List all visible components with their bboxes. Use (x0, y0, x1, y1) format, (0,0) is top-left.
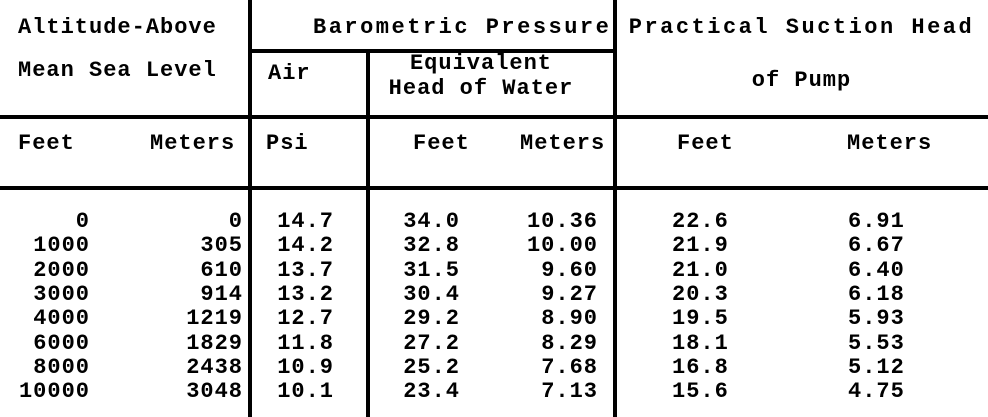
cell-head-feet: 25.2 (403, 354, 460, 380)
table-row: 2000 610 13.7 31.5 9.60 21.0 6.40 (0, 257, 988, 283)
cell-altitude-meters: 0 (228, 209, 243, 234)
cell-head-feet: 31.5 (403, 257, 460, 283)
cell-altitude-feet: 4000 (33, 306, 90, 332)
column-header-suction-feet: Feet (677, 131, 734, 156)
column-header-head-feet: Feet (413, 131, 470, 156)
cell-head-meters: 10.36 (526, 209, 598, 234)
equivalent-head-subheader: Equivalent Head of Water (357, 51, 605, 101)
cell-altitude-meters: 305 (200, 233, 243, 259)
cell-altitude-meters: 610 (200, 257, 243, 283)
table-row: 10000 3048 10.1 23.4 7.13 15.6 4.75 (0, 380, 988, 404)
cell-suction-meters: 6.18 (848, 281, 905, 307)
table-row: 6000 1829 11.8 27.2 8.29 18.1 5.53 (0, 330, 988, 356)
cell-suction-feet: 19.5 (672, 306, 729, 332)
cell-suction-feet: 21.0 (672, 257, 729, 283)
altitude-group-header-line1: Altitude-Above (18, 15, 217, 40)
cell-suction-meters: 4.75 (848, 379, 905, 405)
cell-head-meters: 10.00 (526, 233, 598, 259)
cell-suction-meters: 5.93 (848, 306, 905, 332)
equivalent-head-subheader-line1: Equivalent (409, 51, 553, 76)
barometric-group-header: Barometric Pressure (313, 15, 612, 40)
cell-head-meters: 8.90 (541, 306, 598, 332)
cell-suction-feet: 15.6 (672, 379, 729, 405)
cell-head-feet: 34.0 (403, 209, 460, 234)
cell-altitude-meters: 1829 (186, 330, 243, 356)
suction-group-header-line2: of Pump (751, 68, 852, 93)
cell-psi: 14.7 (277, 209, 334, 234)
table-row: 8000 2438 10.9 25.2 7.68 16.8 5.12 (0, 354, 988, 380)
column-header-altitude-feet: Feet (18, 131, 75, 156)
column-header-altitude-meters: Meters (150, 131, 236, 156)
cell-suction-feet: 18.1 (672, 330, 729, 356)
cell-head-meters: 9.27 (541, 281, 598, 307)
cell-altitude-feet: 8000 (33, 354, 90, 380)
horizontal-rule-under-barometric (248, 49, 617, 53)
horizontal-rule-under-group-headers (0, 115, 988, 119)
cell-suction-meters: 6.67 (848, 233, 905, 259)
cell-suction-feet: 21.9 (672, 233, 729, 259)
cell-altitude-feet: 1000 (33, 233, 90, 259)
cell-psi: 14.2 (277, 233, 334, 259)
table-row: 3000 914 13.2 30.4 9.27 20.3 6.18 (0, 281, 988, 307)
cell-head-feet: 27.2 (403, 330, 460, 356)
column-header-suction-meters: Meters (847, 131, 933, 156)
cell-head-feet: 30.4 (403, 281, 460, 307)
cell-head-feet: 23.4 (403, 379, 460, 405)
column-header-psi: Psi (266, 131, 309, 156)
cell-psi: 10.1 (277, 379, 334, 405)
vertical-rule-barometric-suction (613, 0, 617, 417)
cell-psi: 13.2 (277, 281, 334, 307)
cell-altitude-feet: 0 (75, 209, 90, 234)
cell-altitude-feet: 3000 (33, 281, 90, 307)
cell-head-meters: 8.29 (541, 330, 598, 356)
cell-psi: 10.9 (277, 354, 334, 380)
suction-group-header-line1: Practical Suction Head (628, 15, 975, 40)
cell-suction-feet: 20.3 (672, 281, 729, 307)
table-row: 0 0 14.7 34.0 10.36 22.6 6.91 (0, 210, 988, 234)
cell-head-feet: 32.8 (403, 233, 460, 259)
cell-suction-meters: 6.40 (848, 257, 905, 283)
cell-head-meters: 7.68 (541, 354, 598, 380)
cell-altitude-meters: 3048 (186, 379, 243, 405)
cell-head-meters: 9.60 (541, 257, 598, 283)
cell-suction-meters: 5.53 (848, 330, 905, 356)
cell-altitude-feet: 10000 (18, 379, 90, 405)
equivalent-head-subheader-line2: Head of Water (388, 76, 574, 101)
cell-suction-feet: 16.8 (672, 354, 729, 380)
table-row: 4000 1219 12.7 29.2 8.90 19.5 5.93 (0, 307, 988, 331)
vertical-rule-air-equivalent (366, 49, 370, 417)
cell-altitude-feet: 2000 (33, 257, 90, 283)
altitude-group-header-line2: Mean Sea Level (18, 58, 217, 83)
cell-head-feet: 29.2 (403, 306, 460, 332)
table-row: 1000 305 14.2 32.8 10.00 21.9 6.67 (0, 234, 988, 258)
cell-psi: 12.7 (277, 306, 334, 332)
cell-altitude-meters: 2438 (186, 354, 243, 380)
cell-altitude-meters: 1219 (186, 306, 243, 332)
cell-suction-meters: 6.91 (848, 209, 905, 234)
column-header-head-meters: Meters (520, 131, 606, 156)
cell-suction-meters: 5.12 (848, 354, 905, 380)
air-subheader: Air (268, 61, 311, 86)
vertical-rule-altitude-barometric (248, 0, 252, 417)
cell-suction-feet: 22.6 (672, 209, 729, 234)
cell-altitude-feet: 6000 (33, 330, 90, 356)
cell-head-meters: 7.13 (541, 379, 598, 405)
cell-altitude-meters: 914 (200, 281, 243, 307)
cell-psi: 13.7 (277, 257, 334, 283)
horizontal-rule-under-column-headers (0, 186, 988, 190)
cell-psi: 11.8 (277, 330, 334, 356)
